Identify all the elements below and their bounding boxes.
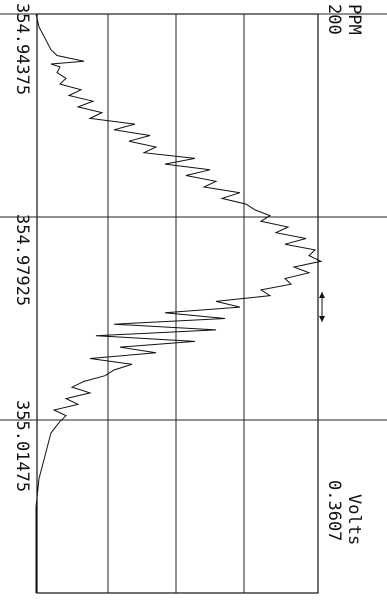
trace-group [35,13,323,593]
y-unit-label: Volts [344,494,364,545]
cursor-marker-head-bottom [319,316,325,322]
y-unit-value: 0.3607 [324,480,344,541]
series-line-0 [35,13,323,593]
x-unit-label: PPM [344,4,364,35]
x-tick-label-1: 354.97925 [12,214,32,306]
plot-border [36,13,319,594]
x-tick-label-2: 355.01475 [12,400,32,492]
x-tick-label-0: 354.94375 [12,3,32,95]
grid-lines [0,13,387,593]
plot-frame [36,13,319,594]
x-unit-value: 200 [324,4,344,35]
cursor-marker-head-top [319,292,325,298]
cursor-marker [319,292,325,322]
